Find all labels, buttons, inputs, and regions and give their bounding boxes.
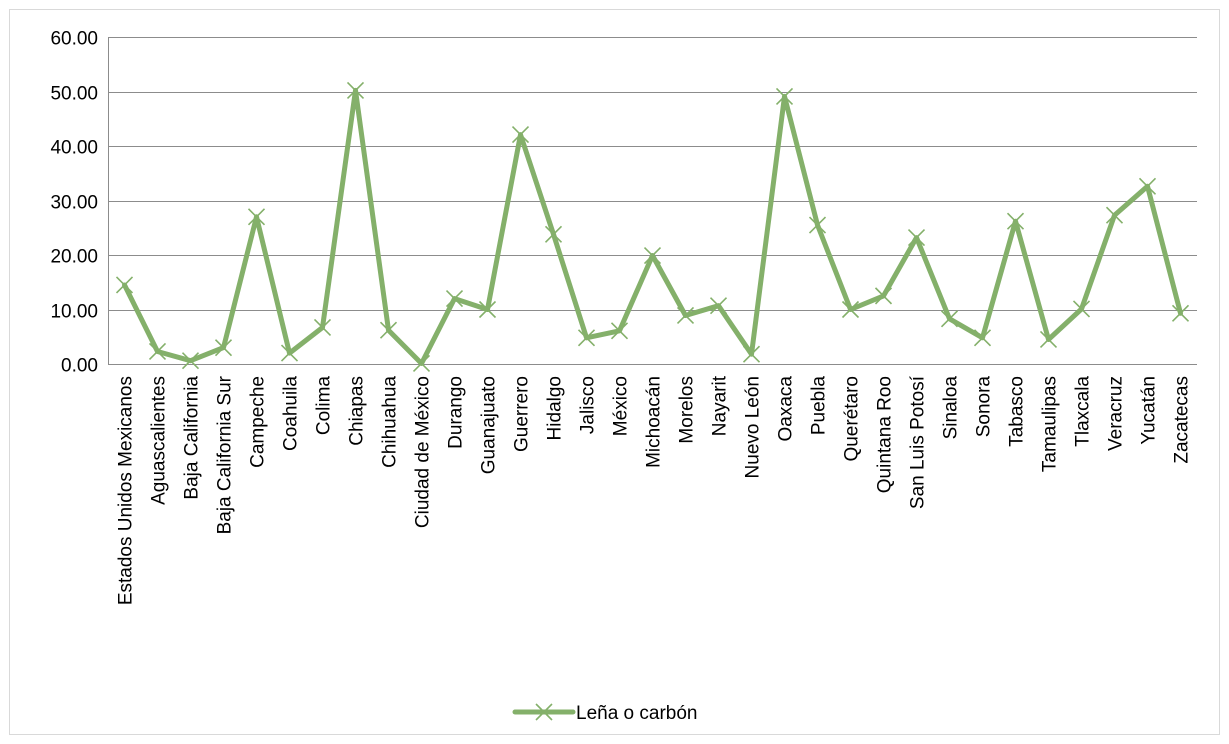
data-point [280,344,299,362]
x-tick-label: Tamaulipas [1040,376,1061,472]
y-tick-label: 10.00 [50,302,98,323]
legend-label: Leña o carbón [576,703,698,724]
data-point [544,225,563,243]
data-point [1138,177,1157,195]
x-tick-label: México [611,376,632,436]
y-tick-label: 30.00 [50,193,98,214]
x-tick-label: Sonora [974,376,995,438]
x-tick-label: Puebla [809,376,830,436]
data-point [445,290,464,308]
x-tick-label: Hidalgo [545,376,566,440]
data-point [247,208,266,226]
x-tick-label: Michoacán [644,376,665,468]
x-tick-label: Chihuahua [380,376,401,468]
data-point [1006,212,1025,230]
y-tick-label: 20.00 [50,247,98,268]
x-tick-label: Nayarit [710,375,731,436]
data-point [709,297,728,315]
data-point [1072,300,1091,318]
data-point [478,300,497,319]
data-point [808,216,827,234]
x-tick-label: Chiapas [347,376,368,446]
x-tick-label: Baja California Sur [215,375,236,534]
data-point [973,329,992,347]
x-tick-label: Campeche [248,376,269,468]
data-point [181,352,200,370]
x-tick-label: Zacatecas [1172,376,1193,464]
legend-marker [535,703,553,721]
y-tick-label: 0.00 [61,356,98,377]
x-tick-label: Nuevo León [743,376,764,478]
data-point [1039,330,1058,349]
data-point [742,345,761,363]
x-tick-label: Quintana Roo [875,376,896,493]
chart-border [9,9,1220,735]
axes [108,37,1197,365]
y-tick-label: 50.00 [50,84,98,105]
legend: Leña o carbón [512,703,698,724]
x-tick-label: Morelos [677,376,698,444]
y-axis-ticks: 0.00 10.00 20.00 30.00 40.00 50.00 60.00 [50,29,98,377]
x-tick-label: Ciudad de México [413,376,434,528]
x-tick-label: Tlaxcala [1073,376,1094,447]
gridlines [108,37,1197,311]
x-tick-label: Aguascalientes [149,376,170,505]
x-tick-label: Guerrero [512,376,533,452]
data-point [313,318,332,337]
data-point [775,87,794,105]
data-point [214,339,233,357]
data-point [841,300,860,319]
x-tick-label: San Luis Potosí [908,375,929,509]
data-point [148,342,167,361]
x-tick-label: Estados Unidos Mexicanos [116,376,137,605]
x-tick-label: Colima [314,376,335,436]
y-tick-label: 60.00 [50,29,98,50]
x-tick-label: Yucatán [1139,376,1160,445]
data-point [379,321,398,339]
data-point [346,81,365,99]
data-point [874,287,893,305]
data-point [412,354,431,373]
x-tick-label: Guanajuato [479,376,500,474]
x-axis-ticks: Estados Unidos Mexicanos Aguascalientes Ba… [116,375,1193,605]
x-tick-label: Baja California [182,376,203,500]
data-point [577,329,596,347]
x-tick-label: Jalisco [578,376,599,434]
x-tick-label: Sinaloa [941,376,962,440]
data-point [1105,206,1124,224]
data-point [115,276,134,294]
x-tick-label: Querétaro [842,376,863,462]
data-point [676,306,695,325]
legend-x-marker [535,703,553,721]
y-tick-label: 40.00 [50,138,98,159]
data-point [511,125,530,144]
x-tick-label: Durango [446,376,467,449]
x-tick-label: Veracruz [1106,376,1127,451]
data-point [907,228,926,247]
x-tick-label: Coahuila [281,376,302,451]
series-layer [115,81,1190,373]
data-point [940,310,959,328]
x-tick-label: Tabasco [1007,376,1028,447]
data-point [610,322,629,340]
data-point [1171,304,1190,322]
data-point [643,246,662,265]
x-tick-label: Oaxaca [776,376,797,442]
